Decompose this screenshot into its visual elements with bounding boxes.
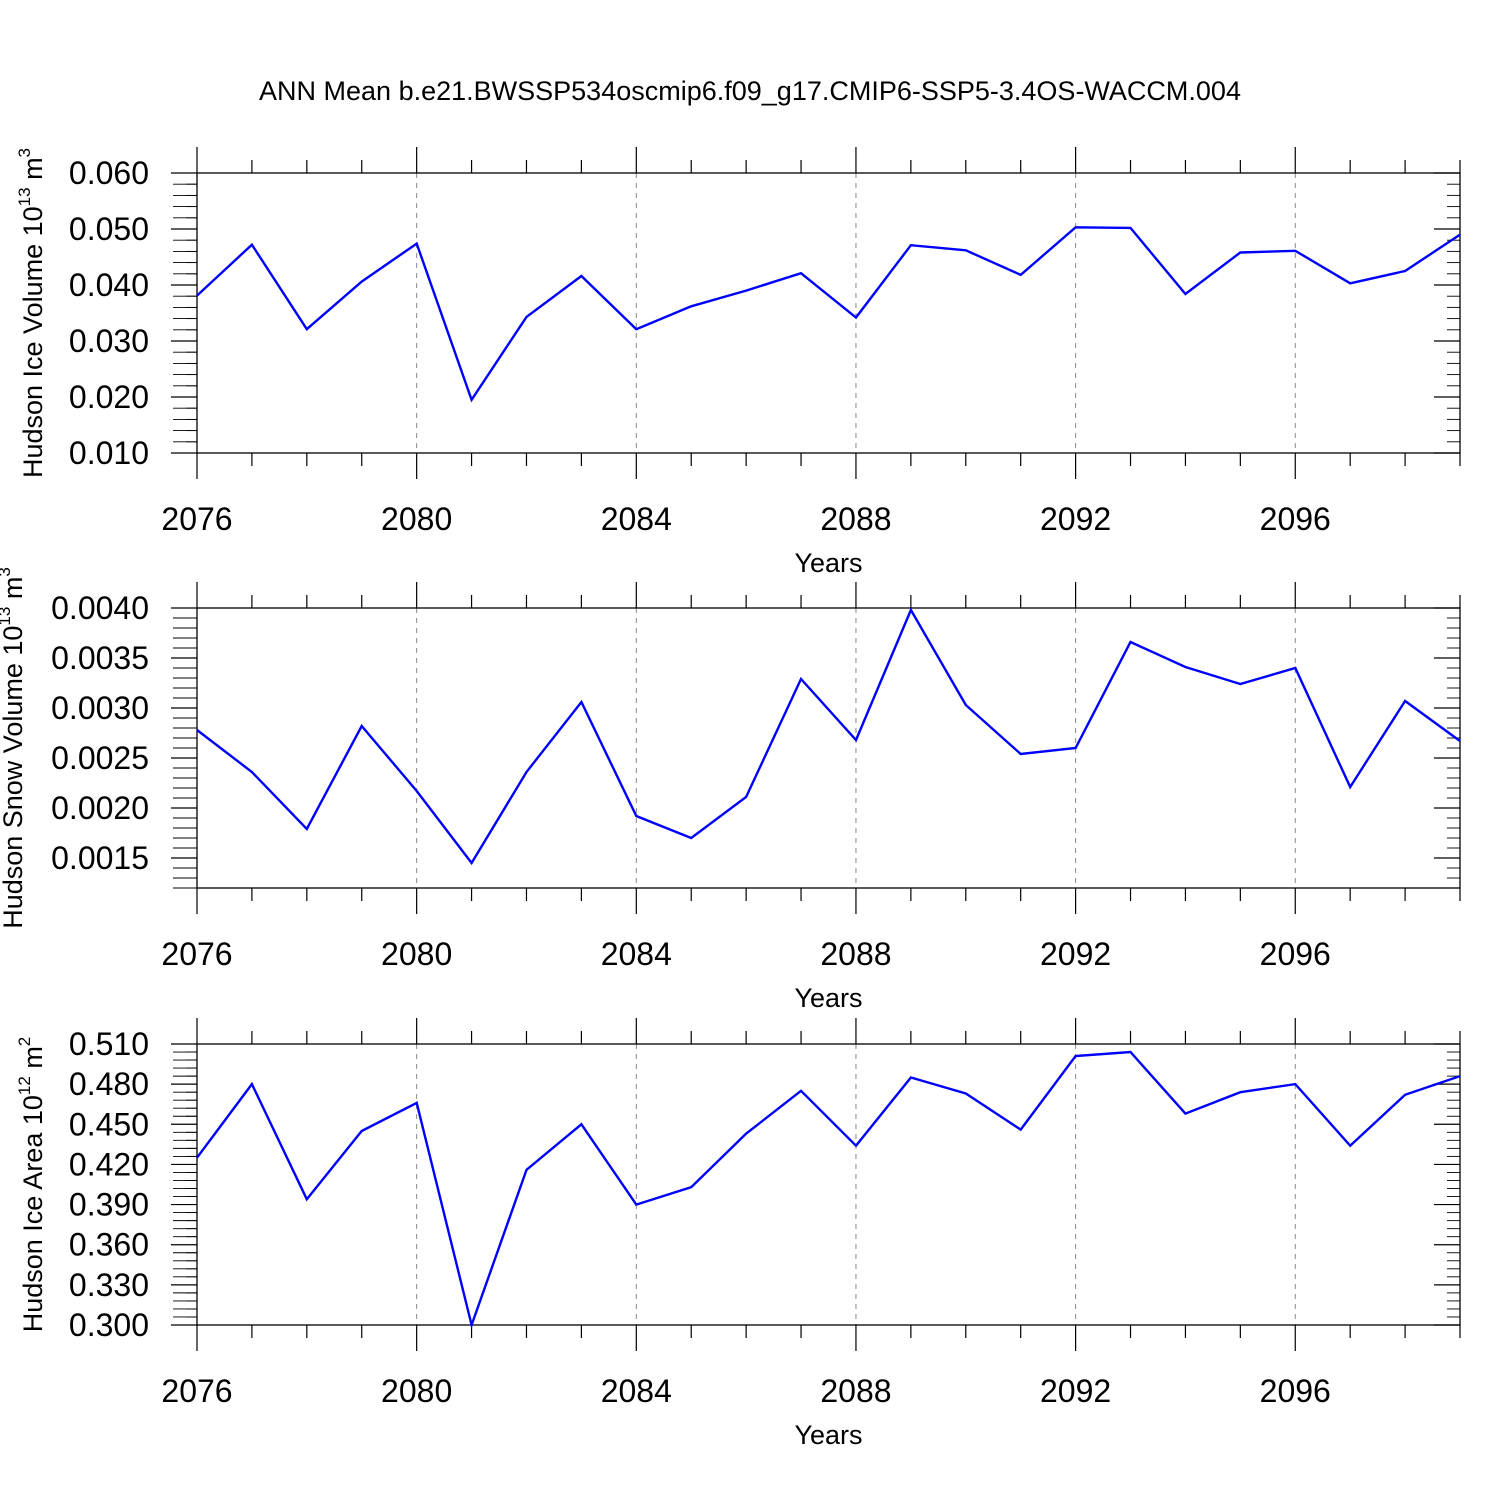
y-tick-label: 0.050: [69, 211, 149, 247]
plot-frame: [196, 1043, 1461, 1326]
y-axis-title: Hudson Snow Volume 1013 m3: [0, 567, 28, 929]
y-axis-title-text: Hudson Ice Area 10: [18, 1095, 48, 1332]
y-tick-label: 0.020: [69, 379, 149, 415]
y-tick-label: 0.480: [69, 1066, 149, 1102]
y-tick-label: 0.040: [69, 267, 149, 303]
x-tick-label: 2096: [1260, 501, 1331, 537]
y-axis-title-unit-exponent: 3: [15, 148, 34, 157]
y-tick-label: 0.0040: [51, 590, 149, 626]
x-axis-title: Years: [794, 548, 862, 578]
x-axis-title: Years: [794, 1420, 862, 1450]
x-tick-label: 2088: [820, 936, 891, 972]
chart-panel-1: 2076 2080 2084 2088 2092 2096 Years 0.010 0.020 0…: [15, 147, 1461, 578]
x-tick-label: 2076: [161, 1373, 232, 1409]
x-tick-label: 2084: [601, 936, 672, 972]
x-tick-label: 2080: [381, 501, 452, 537]
chart-panel-2: 2076 2080 2084 2088 2092 2096 Years 0.0015 0.002…: [0, 567, 1461, 1013]
y-axis-title-unit: m: [18, 157, 48, 187]
y-tick-label: 0.0020: [51, 790, 149, 826]
y-axis-title: Hudson Ice Volume 1013 m3: [15, 148, 48, 478]
x-tick-label: 2096: [1260, 936, 1331, 972]
y-tick-label: 0.0015: [51, 840, 149, 876]
y-tick-label: 0.330: [69, 1267, 149, 1303]
x-tick-label: 2088: [820, 1373, 891, 1409]
plot-frame: [196, 172, 1461, 454]
data-line: [196, 226, 1461, 403]
x-tick-label: 2092: [1040, 501, 1111, 537]
x-axis-title: Years: [794, 983, 862, 1013]
y-axis-title-unit: m: [0, 577, 28, 607]
data-line: [196, 1050, 1461, 1330]
x-tick-label: 2088: [820, 501, 891, 537]
panels: 2076 2080 2084 2088 2092 2096 Years 0.010 0.020 0…: [0, 147, 1461, 1450]
y-axis-title-text: Hudson Ice Volume 10: [18, 206, 48, 478]
x-tick-label: 2080: [381, 936, 452, 972]
y-tick-label: 0.450: [69, 1106, 149, 1142]
x-tick-label: 2096: [1260, 1373, 1331, 1409]
x-tick-label: 2076: [161, 501, 232, 537]
data-line: [196, 607, 1461, 866]
chart-panel-3: 2076 2080 2084 2088 2092 2096 Years 0.300 0.330 0…: [15, 1018, 1461, 1450]
y-axis-title: Hudson Ice Area 1012 m2: [15, 1037, 48, 1333]
x-tick-label: 2084: [601, 1373, 672, 1409]
y-tick-label: 0.360: [69, 1227, 149, 1263]
figure-title: ANN Mean b.e21.BWSSP534oscmip6.f09_g17.C…: [259, 76, 1241, 106]
y-axis-title-unit-exponent: 3: [0, 567, 14, 576]
y-tick-label: 0.0030: [51, 690, 149, 726]
y-tick-label: 0.0025: [51, 740, 149, 776]
y-tick-label: 0.060: [69, 155, 149, 191]
y-tick-label: 0.010: [69, 435, 149, 471]
y-axis-title-exponent: 13: [15, 187, 34, 206]
y-tick-label: 0.030: [69, 323, 149, 359]
plot-frame: [196, 607, 1461, 889]
x-tick-label: 2080: [381, 1373, 452, 1409]
x-tick-label: 2084: [601, 501, 672, 537]
y-tick-label: 0.300: [69, 1307, 149, 1343]
y-tick-label: 0.420: [69, 1146, 149, 1182]
x-tick-label: 2092: [1040, 936, 1111, 972]
y-tick-label: 0.0035: [51, 640, 149, 676]
x-tick-label: 2076: [161, 936, 232, 972]
y-tick-label: 0.510: [69, 1026, 149, 1062]
y-axis-title-text: Hudson Snow Volume 10: [0, 626, 28, 929]
y-axis-title-unit: m: [18, 1046, 48, 1076]
y-axis-title-exponent: 12: [15, 1076, 34, 1095]
y-axis-title-unit-exponent: 2: [15, 1037, 34, 1046]
y-tick-label: 0.390: [69, 1187, 149, 1223]
y-axis-title-exponent: 13: [0, 607, 14, 626]
x-tick-label: 2092: [1040, 1373, 1111, 1409]
